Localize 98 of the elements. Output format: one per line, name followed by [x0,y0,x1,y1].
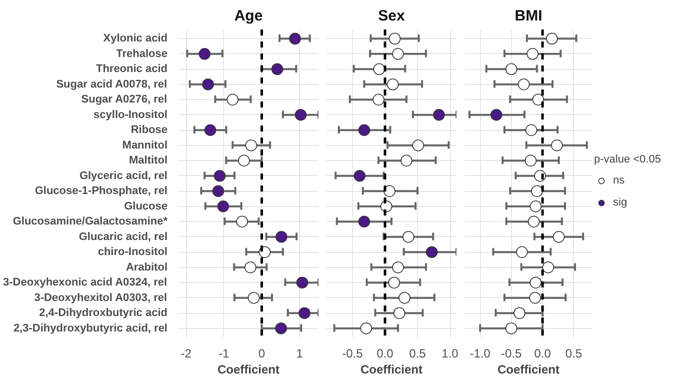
point [289,32,301,45]
y-tick-label: Arabitol [126,261,168,274]
x-tick-label: 0.5 [565,346,582,360]
point [384,185,396,198]
x-tick-label: -0.5 [500,346,522,360]
point [551,139,563,152]
point [398,292,410,304]
x-tick-label: 0.0 [534,346,552,360]
point [490,108,502,121]
x-axis-title: Coefficient [360,362,423,376]
point [214,170,226,182]
point [276,230,288,243]
point [526,48,538,60]
point [358,216,370,228]
y-tick-label: 2,4-Dihydroxbutyric acid [39,307,168,320]
point [372,94,384,106]
x-tick-label: -0.5 [342,346,364,360]
x-axis-title: Coefficient [498,362,560,376]
point [298,307,310,319]
y-tick-label: 2,3-Dihydroxybutyric acid, rel [13,322,168,334]
point [402,230,414,243]
point [525,124,538,136]
point [552,230,565,243]
x-tick-label: 0.5 [409,346,426,360]
point [296,276,308,288]
point [294,108,307,121]
point [400,154,412,167]
point [386,78,399,90]
point [426,246,438,258]
point [245,139,258,152]
x-tick-label: -1.0 [470,346,491,360]
point [373,63,386,76]
point [244,261,256,274]
point [238,154,250,167]
y-tick-label: Glyceric acid, rel [79,170,168,182]
y-tick-label: 3-Deoxyhexitol A0303, rel [34,292,168,304]
y-tick-label: Trehalose [116,48,168,60]
x-tick-label: -2 [180,346,192,360]
point [412,139,424,152]
point [358,124,370,136]
point [532,94,544,106]
point [528,216,540,228]
point [202,78,214,90]
point [275,322,287,334]
point [354,170,366,182]
y-tick-label: scyllo-Inositol [94,108,168,121]
y-tick-label: Glucaric acid, rel [78,230,168,243]
y-tick-label: 3-Deoxyhexonic acid A0324, rel [3,276,168,289]
chart-title: Sex [378,8,406,24]
y-tick-label: Ribose [130,124,168,136]
legend-title: p-value <0.05 [594,154,661,166]
point [226,94,239,106]
point [542,261,554,274]
point [516,246,528,258]
point [236,216,248,228]
point [388,32,401,45]
y-tick-label: Glucose [124,200,168,212]
y-tick-label: Threonic acid [96,63,168,76]
y-tick-label: Sugar A0276, rel [81,94,168,106]
point [388,276,400,288]
point [204,124,216,136]
legend-label: ns [613,174,626,186]
y-tick-label: Mannitol [122,139,168,152]
point [217,200,230,212]
x-tick-label: 1 [296,346,304,360]
y-tick-label: Sugar acid A0078, rel [56,78,168,90]
point [530,200,542,212]
y-tick-label: Glucosamine/Galactosamine* [12,216,168,228]
point [531,185,543,198]
x-tick-label: 0 [258,346,266,360]
x-axis-title: Coefficient [218,362,280,376]
x-tick-label: -1 [218,346,230,360]
point [505,63,518,76]
legend-label: sig [613,196,628,208]
point [514,307,526,319]
y-tick-label: chiro-Inositol [98,246,168,258]
x-tick-label: 0.0 [376,346,394,360]
point [198,48,211,60]
point [529,292,541,304]
point [433,108,445,121]
y-tick-label: Maltitol [129,154,168,167]
point [360,322,372,334]
point [392,48,404,60]
point [530,276,542,288]
chart-title: BMI [514,8,542,24]
point [212,185,224,198]
x-tick-label: 1.0 [442,346,459,360]
y-tick-label: Glucose-1-Phosphate, rel [34,185,168,198]
point [271,63,284,76]
point [505,322,518,334]
point [524,154,537,167]
point [248,292,260,304]
point [518,78,530,90]
point [546,32,558,45]
y-tick-label: Xylonic acid [103,32,168,45]
chart-title: Age [234,8,263,24]
point [392,261,404,274]
point [393,307,406,319]
